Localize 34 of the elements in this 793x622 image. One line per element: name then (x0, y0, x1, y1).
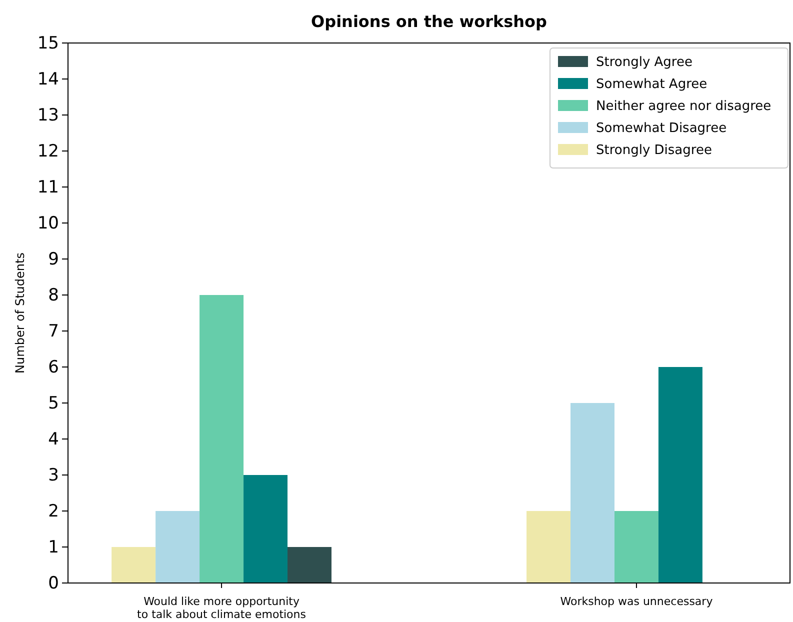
y-tick-label: 4 (48, 429, 59, 450)
bar (112, 547, 156, 583)
y-tick-label: 1 (48, 537, 59, 558)
legend-label: Somewhat Disagree (596, 121, 727, 136)
y-tick-label: 11 (37, 177, 59, 198)
x-tick-label: Workshop was unnecessary (560, 595, 714, 608)
x-tick-label: Would like more opportunity to talk about climate emotions (137, 595, 306, 621)
y-tick-label: 14 (37, 69, 59, 90)
legend-label: Somewhat Agree (596, 77, 708, 92)
chart-title: Opinions on the workshop (311, 12, 547, 31)
y-tick-label: 10 (37, 213, 59, 234)
bar (244, 475, 288, 583)
bar (614, 511, 658, 583)
bar (288, 547, 332, 583)
y-axis-title: Number of Students (13, 252, 27, 374)
y-tick-label: 0 (48, 573, 59, 594)
bar (200, 295, 244, 583)
y-tick-label: 9 (48, 249, 59, 270)
y-tick-label: 15 (37, 33, 59, 54)
y-tick-label: 13 (37, 105, 59, 126)
legend-label: Strongly Agree (596, 55, 692, 70)
y-tick-label: 2 (48, 501, 59, 522)
bar (526, 511, 570, 583)
y-tick-label: 5 (48, 393, 59, 414)
bar (156, 511, 200, 583)
bar (658, 367, 702, 583)
y-tick-label: 8 (48, 285, 59, 306)
bar (570, 403, 614, 583)
y-tick-label: 3 (48, 465, 59, 486)
legend-label: Neither agree nor disagree (596, 99, 772, 114)
y-tick-label: 12 (37, 141, 59, 162)
y-tick-label: 6 (48, 357, 59, 378)
legend-label: Strongly Disagree (596, 143, 712, 158)
y-tick-label: 7 (48, 321, 59, 342)
